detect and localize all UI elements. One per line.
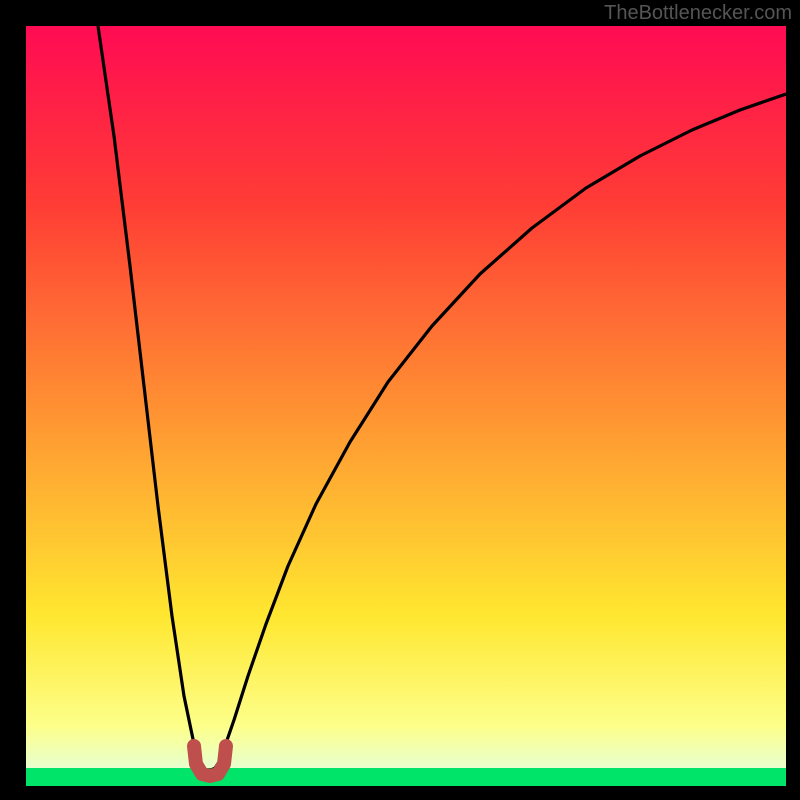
frame-left <box>0 0 26 800</box>
frame-right <box>786 0 800 800</box>
curve-svg <box>26 26 786 786</box>
bottleneck-marker <box>194 746 226 776</box>
frame-bottom <box>0 786 800 800</box>
bottleneck-curve <box>98 26 786 770</box>
plot-area <box>26 26 786 786</box>
watermark-text: TheBottlenecker.com <box>604 2 792 25</box>
stage: TheBottlenecker.com <box>0 0 800 800</box>
